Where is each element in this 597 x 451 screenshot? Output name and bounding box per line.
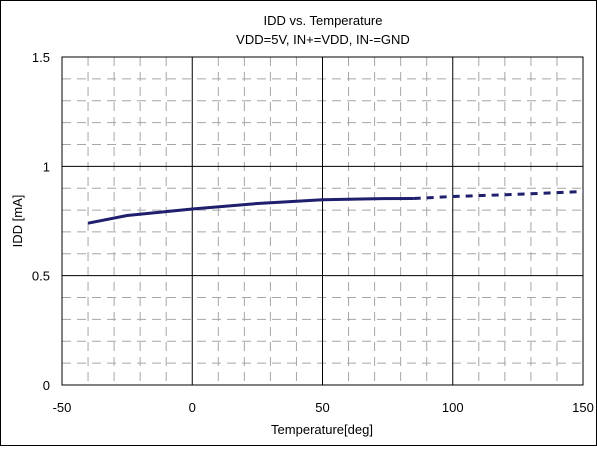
y-tick-label: 0.5: [32, 269, 50, 284]
x-tick-label: 0: [189, 400, 196, 415]
y-tick-label: 0: [43, 378, 50, 393]
series-line-extrapolated: [413, 190, 584, 200]
y-axis-tick-labels: 0 0.5 1 1.5: [32, 50, 50, 393]
y-axis-label: IDD [mA]: [10, 195, 25, 248]
x-tick-label: 150: [572, 400, 594, 415]
x-tick-label: 100: [442, 400, 464, 415]
x-tick-label: -50: [53, 400, 72, 415]
x-tick-label: 50: [315, 400, 329, 415]
chart-subtitle: VDD=5V, IN+=VDD, IN-=GND: [236, 32, 410, 47]
x-axis-label: Temperature[deg]: [271, 422, 373, 437]
major-grid: [62, 57, 583, 385]
chart-title: IDD vs. Temperature: [264, 13, 383, 28]
series-layer: [87, 190, 584, 225]
plot-area-border: [61, 56, 584, 386]
y-tick-label: 1: [43, 159, 50, 174]
y-tick-label: 1.5: [32, 50, 50, 65]
x-axis-tick-labels: -50 0 50 100 150: [53, 400, 594, 415]
series-line: [87, 197, 414, 225]
